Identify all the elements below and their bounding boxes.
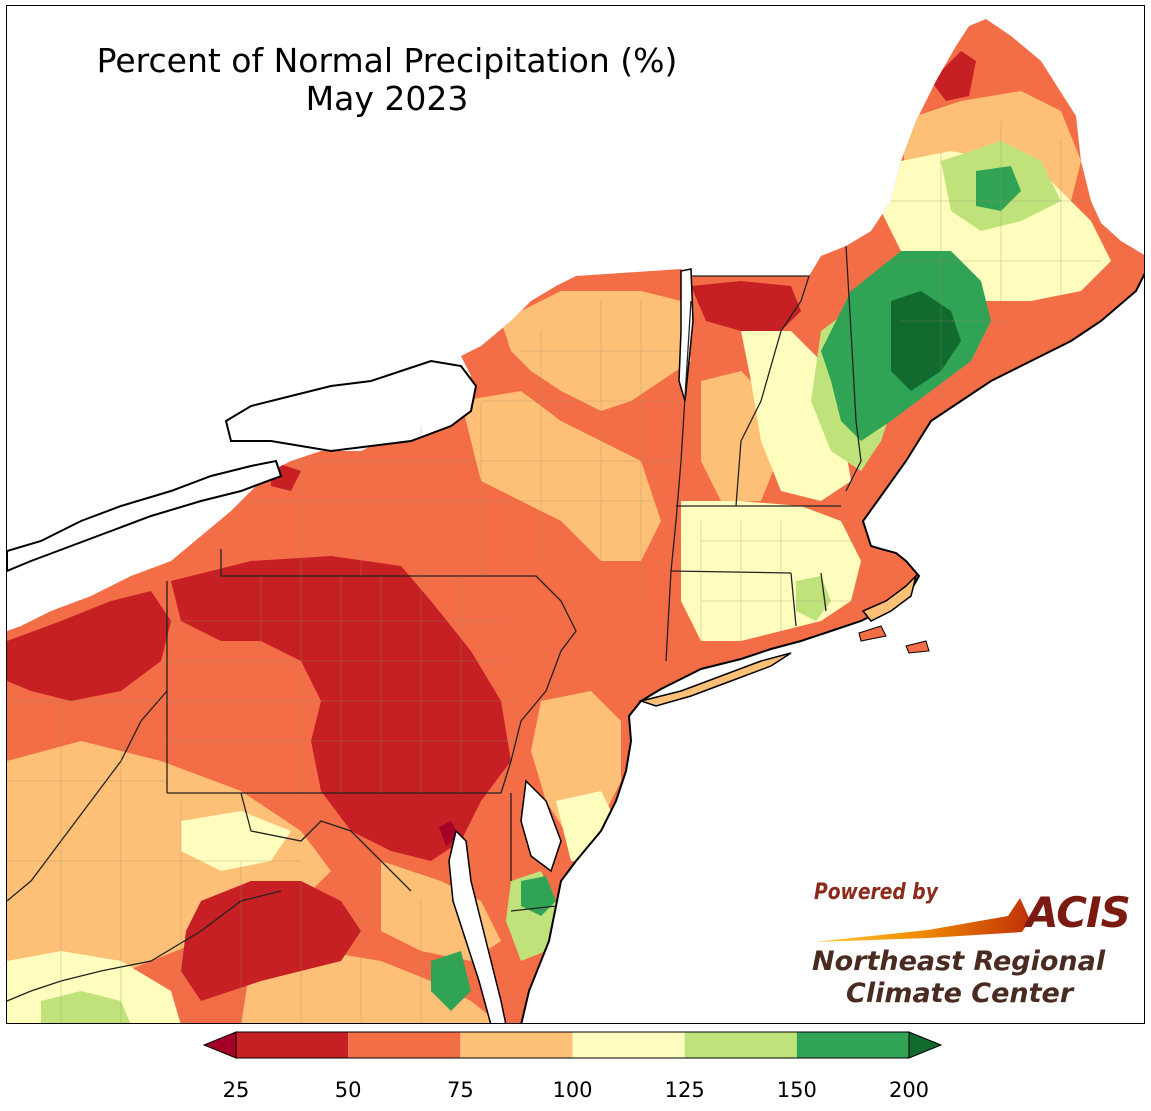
swoosh-shape — [814, 898, 1030, 942]
zone-lightgreen-va — [41, 991, 131, 1023]
legend-over-arrow — [908, 1031, 943, 1059]
legend-bin — [572, 1032, 685, 1058]
delaware-bay — [520, 779, 562, 873]
acis-wordmark: ACIS — [1026, 888, 1131, 937]
legend-tick-label: 100 — [552, 1078, 593, 1102]
lake-ontario — [224, 359, 478, 453]
map-title: Percent of Normal Precipitation (%) May … — [47, 42, 727, 118]
precipitation-map — [7, 19, 1144, 1023]
zone-yellow-wv — [181, 811, 291, 871]
legend-tick-label: 75 — [446, 1078, 474, 1102]
long-island — [638, 652, 792, 707]
border-ny-east — [665, 300, 692, 662]
zone-tan-wv — [7, 741, 331, 1011]
org-name-line1: Northeast Regional — [812, 946, 1106, 977]
zone-green-me-north — [976, 166, 1021, 211]
county-borders — [7, 121, 1101, 1023]
legend-colorbar — [202, 1031, 943, 1059]
powered-by-text: Powered by — [814, 880, 938, 905]
map-title-line1: Percent of Normal Precipitation (%) — [96, 41, 678, 80]
legend-tick-label: 150 — [776, 1078, 817, 1102]
acis-swoosh — [814, 898, 1030, 942]
border-ny-pa — [220, 549, 577, 692]
legend-tick-label: 50 — [334, 1078, 362, 1102]
lake-erie — [7, 459, 283, 573]
legend-bin — [684, 1032, 797, 1058]
zone-green-va — [431, 951, 471, 1011]
zone-tan-ny-mid — [461, 391, 661, 561]
zone-red-oh — [7, 591, 171, 701]
border-wv-va — [240, 792, 412, 892]
legend-tick-label: 200 — [888, 1078, 930, 1102]
zone-darkgreen-me — [891, 291, 961, 391]
zone-green-de — [521, 876, 556, 916]
legend-tick-label: 125 — [664, 1078, 705, 1102]
cape-cod — [861, 573, 918, 622]
legend-tick-label: 25 — [222, 1078, 250, 1102]
org-name-line2: Climate Center — [846, 978, 1074, 1009]
border-ct-ri — [790, 572, 797, 627]
lake-champlain — [678, 268, 694, 402]
nantucket — [905, 640, 930, 654]
legend-bin — [348, 1032, 461, 1058]
legend-under-arrow — [202, 1031, 237, 1059]
border-wv — [7, 690, 168, 902]
border-nh-me — [845, 245, 862, 492]
border-ct-north — [670, 570, 792, 574]
precip-field — [7, 19, 1144, 1023]
map-frame: Percent of Normal Precipitation (%) May … — [6, 5, 1145, 1024]
zone-red-vt — [691, 281, 801, 331]
state-borders — [7, 245, 862, 1002]
color-legend: 25 50 75 100 125 150 200 — [200, 1028, 945, 1108]
map-title-line2: May 2023 — [305, 79, 469, 118]
marthas-vineyard — [858, 625, 887, 642]
acis-logo: Powered by ACIS Northeast Regional Clima… — [808, 880, 1131, 1010]
legend-bin — [236, 1032, 349, 1058]
border-de-south — [510, 905, 557, 912]
border-vt-nh — [691, 275, 810, 507]
chesapeake-bay — [448, 829, 507, 1023]
border-ri-ma — [820, 572, 827, 612]
zone-red-me-north — [931, 51, 976, 101]
zone-red-va — [181, 881, 361, 1001]
legend-bin — [460, 1032, 573, 1058]
border-va-south — [7, 890, 282, 1002]
legend-bin — [796, 1032, 909, 1058]
